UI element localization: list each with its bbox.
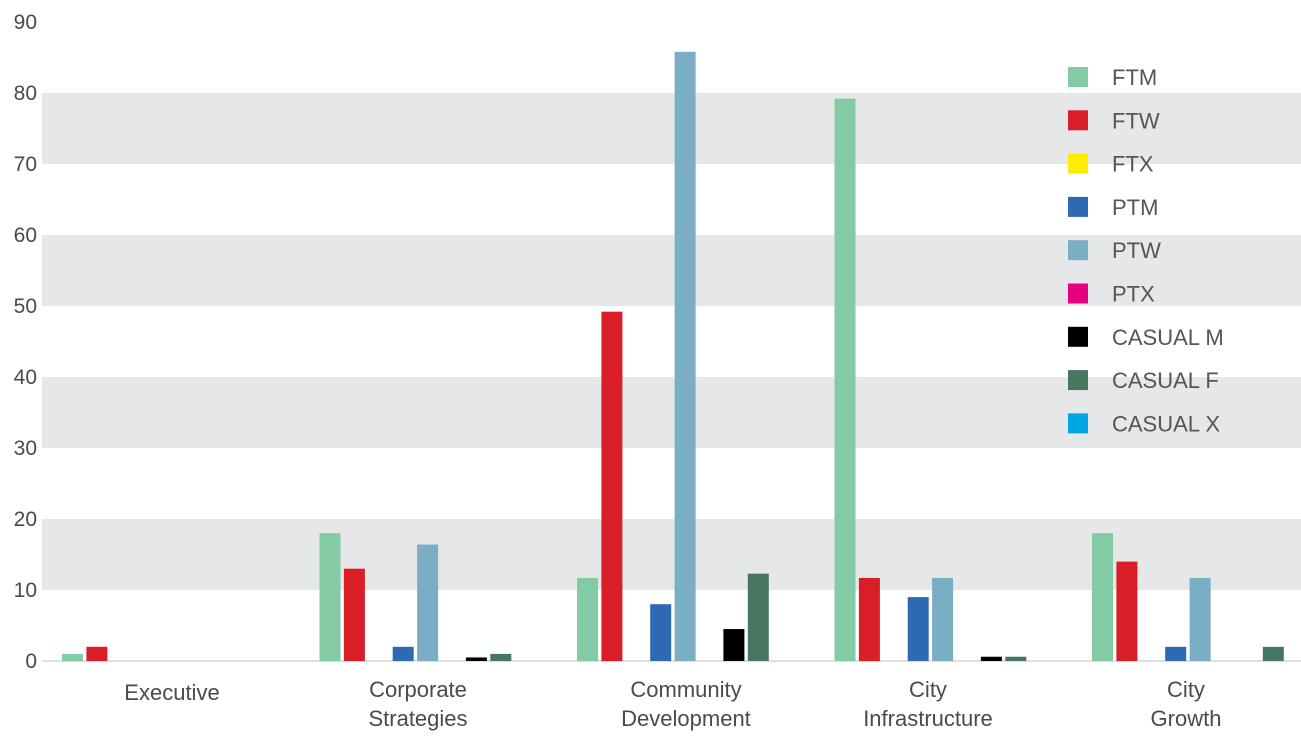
bar (1165, 646, 1187, 661)
bar (319, 533, 341, 661)
y-axis: 0 10 20 30 40 50 60 70 80 90 (14, 11, 37, 673)
bar (392, 646, 414, 661)
legend-item: PTM (1068, 195, 1158, 220)
legend-label: FTM (1112, 65, 1157, 90)
bar (1189, 577, 1211, 661)
y-tick-label: 0 (25, 650, 37, 673)
legend-item: CASUAL X (1068, 411, 1220, 436)
x-category-label: Community Development (621, 677, 751, 731)
legend-swatch (1068, 153, 1088, 174)
bar (674, 51, 696, 661)
legend-swatch (1068, 196, 1088, 217)
legend: FTM FTW FTX PTM PTW PTX CASUAL M CASUAL F CASUAL… (1068, 65, 1224, 436)
legend-label: CASUAL X (1112, 411, 1220, 436)
legend-swatch (1068, 370, 1088, 391)
legend-swatch (1068, 110, 1088, 131)
bar (1116, 561, 1138, 661)
x-category-label: Corporate Strategies (368, 677, 467, 731)
y-tick-label: 60 (14, 224, 37, 247)
legend-label: PTX (1112, 282, 1155, 307)
y-tick-label: 90 (14, 11, 37, 34)
grid-band (42, 235, 1301, 306)
x-category-label: City Infrastructure (863, 677, 993, 731)
bar (1092, 533, 1113, 661)
legend-item: PTX (1068, 282, 1155, 307)
x-category-label: Executive (124, 680, 219, 705)
bar (723, 629, 745, 661)
y-tick-label: 10 (14, 579, 37, 602)
x-category-label-line: Development (621, 706, 751, 731)
bar (834, 98, 856, 662)
y-tick-label: 40 (14, 366, 37, 389)
bar (86, 646, 108, 661)
bar (858, 577, 880, 661)
legend-item: CASUAL M (1068, 325, 1224, 350)
legend-swatch (1068, 283, 1088, 304)
bar (980, 656, 1002, 661)
legend-swatch (1068, 413, 1088, 434)
legend-swatch (1068, 67, 1088, 87)
grid-band (42, 93, 1301, 164)
legend-item: PTW (1068, 238, 1161, 263)
x-category-label-line: Community (630, 677, 741, 702)
x-axis: Executive Corporate Strategies Community Dev… (124, 677, 1221, 731)
y-tick-label: 70 (14, 153, 37, 176)
bar (465, 657, 487, 661)
bar (1262, 646, 1284, 661)
y-tick-label: 80 (14, 82, 37, 105)
bar (601, 311, 623, 661)
legend-label: FTX (1112, 152, 1154, 177)
x-category-label-line: City (909, 677, 947, 702)
legend-item: FTW (1068, 108, 1160, 133)
legend-swatch (1068, 240, 1088, 261)
bars (62, 51, 1284, 662)
bar (343, 568, 365, 661)
legend-label: CASUAL F (1112, 368, 1219, 393)
legend-label: PTW (1112, 238, 1161, 263)
bar (577, 577, 598, 661)
bar (650, 604, 672, 661)
legend-swatch (1068, 326, 1088, 347)
legend-item: FTX (1068, 152, 1154, 177)
bar (490, 653, 512, 661)
grid-band (42, 377, 1301, 448)
legend-item: FTM (1068, 65, 1157, 90)
legend-label: FTW (1112, 108, 1160, 133)
y-tick-label: 30 (14, 437, 37, 460)
bar (747, 573, 769, 661)
x-category-label-line: Corporate (369, 677, 467, 702)
x-category-label: City Growth (1151, 677, 1222, 731)
legend-label: PTM (1112, 195, 1158, 220)
x-category-label-line: Infrastructure (863, 706, 993, 731)
bar (932, 577, 954, 661)
grid-bands (42, 93, 1301, 662)
x-category-label-line: City (1167, 677, 1205, 702)
legend-label: CASUAL M (1112, 325, 1224, 350)
x-category-label-line: Executive (124, 680, 219, 705)
bar (1005, 656, 1027, 661)
bar (417, 544, 439, 661)
y-tick-label: 20 (14, 508, 37, 531)
legend-item: CASUAL F (1068, 368, 1219, 393)
bar (907, 597, 929, 661)
grid-band (42, 519, 1301, 590)
x-category-label-line: Strategies (368, 706, 467, 731)
x-category-label-line: Growth (1151, 706, 1222, 731)
y-tick-label: 50 (14, 295, 37, 318)
bar (62, 653, 83, 661)
